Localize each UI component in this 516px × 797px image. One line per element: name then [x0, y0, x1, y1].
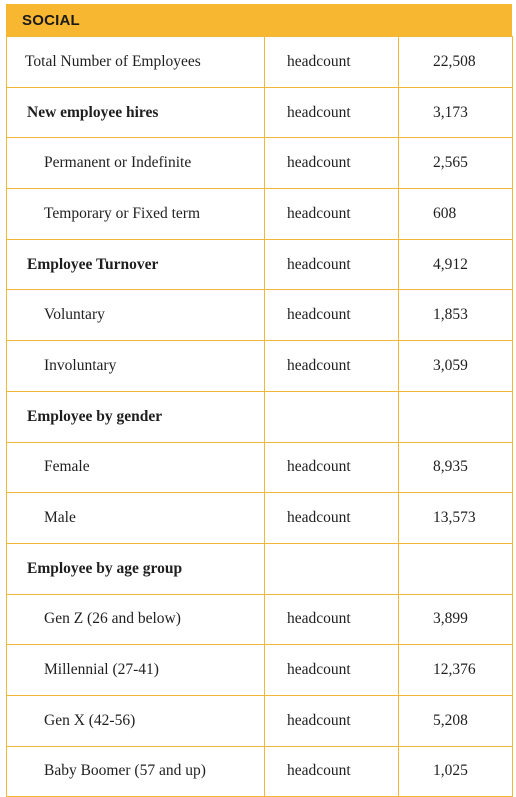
metric-label: Gen X (42-56): [6, 694, 265, 747]
metric-value: 608: [398, 188, 513, 240]
table-row: Female headcount 8,935: [6, 441, 513, 494]
metric-label: Voluntary: [6, 289, 265, 342]
metric-value: 13,573: [398, 492, 513, 544]
metric-label: Employee Turnover: [6, 238, 265, 291]
metric-value: 1,853: [398, 289, 513, 342]
metric-label: Permanent or Indefinite: [6, 137, 265, 190]
metric-label: Millennial (27-41): [6, 644, 265, 696]
metric-value: 1,025: [398, 745, 513, 797]
metric-unit: headcount: [264, 238, 399, 291]
metric-value: 4,912: [398, 238, 513, 291]
metric-value: 3,899: [398, 593, 513, 646]
metric-unit: [264, 542, 399, 595]
metric-unit: headcount: [264, 441, 399, 494]
metric-unit: headcount: [264, 340, 399, 392]
table-row: Male headcount 13,573: [6, 492, 513, 544]
table-row: Baby Boomer (57 and up) headcount 1,025: [6, 745, 513, 797]
table-row: Gen Z (26 and below) headcount 3,899: [6, 593, 513, 646]
metric-value: 8,935: [398, 441, 513, 494]
metric-unit: headcount: [264, 188, 399, 240]
metric-label: Total Number of Employees: [6, 36, 265, 88]
table-row: Employee Turnover headcount 4,912: [6, 238, 513, 291]
social-metrics-table: Total Number of Employees headcount 22,508…: [6, 36, 513, 797]
table-row: Voluntary headcount 1,853: [6, 289, 513, 342]
metric-unit: headcount: [264, 694, 399, 747]
metric-label: New employee hires: [6, 86, 265, 139]
table-row: Involuntary headcount 3,059: [6, 340, 513, 392]
metric-label: Involuntary: [6, 340, 265, 392]
table-row: Permanent or Indefinite headcount 2,565: [6, 137, 513, 190]
table-row: Employee by age group: [6, 542, 513, 595]
metric-unit: headcount: [264, 745, 399, 797]
metric-value: 12,376: [398, 644, 513, 696]
metric-unit: headcount: [264, 36, 399, 88]
table-row: Gen X (42-56) headcount 5,208: [6, 694, 513, 747]
table-row: New employee hires headcount 3,173: [6, 86, 513, 139]
metric-label: Employee by gender: [6, 390, 265, 443]
metric-unit: headcount: [264, 644, 399, 696]
metric-unit: [264, 390, 399, 443]
metric-label: Temporary or Fixed term: [6, 188, 265, 240]
metric-value: [398, 390, 513, 443]
metric-unit: headcount: [264, 289, 399, 342]
table-row: Temporary or Fixed term headcount 608: [6, 188, 513, 240]
section-header: SOCIAL: [6, 4, 512, 36]
metric-value: 3,059: [398, 340, 513, 392]
metric-label: Female: [6, 441, 265, 494]
table-row: Employee by gender: [6, 390, 513, 443]
social-table-container: SOCIAL Total Number of Employees headcoun…: [6, 4, 513, 797]
metric-label: Employee by age group: [6, 542, 265, 595]
section-title: SOCIAL: [22, 11, 80, 29]
metric-value: 3,173: [398, 86, 513, 139]
metric-value: 2,565: [398, 137, 513, 190]
table-row: Millennial (27-41) headcount 12,376: [6, 644, 513, 696]
metric-unit: headcount: [264, 86, 399, 139]
metric-unit: headcount: [264, 492, 399, 544]
metric-value: [398, 542, 513, 595]
metric-unit: headcount: [264, 137, 399, 190]
metric-label: Baby Boomer (57 and up): [6, 745, 265, 797]
table-body: Total Number of Employees headcount 22,508…: [6, 36, 513, 797]
table-row: Total Number of Employees headcount 22,508: [6, 36, 513, 88]
metric-value: 5,208: [398, 694, 513, 747]
metric-value: 22,508: [398, 36, 513, 88]
metric-label: Gen Z (26 and below): [6, 593, 265, 646]
metric-unit: headcount: [264, 593, 399, 646]
metric-label: Male: [6, 492, 265, 544]
